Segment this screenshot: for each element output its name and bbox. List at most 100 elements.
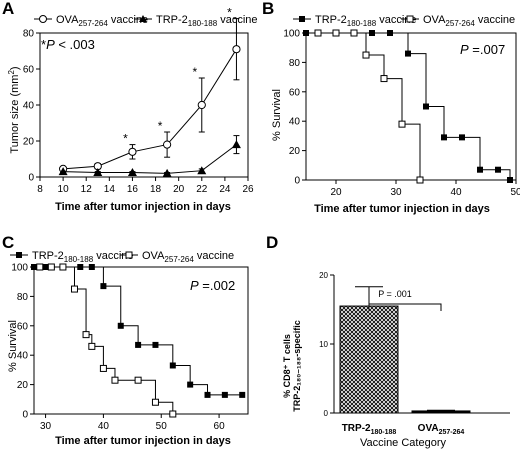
c-y-tick-label-1: 20 xyxy=(17,380,29,391)
b-y-tick-label-3: 60 xyxy=(289,87,301,98)
d-y-tick-label-2: 20 xyxy=(319,271,328,280)
panel-d-x-axis-title: Vaccine Category xyxy=(360,437,447,449)
b-trp-point-9 xyxy=(459,134,465,141)
b-plot-frame xyxy=(305,32,517,181)
c-series-ova-line xyxy=(39,266,174,414)
c-x-tick-label-3: 60 xyxy=(214,421,226,432)
panel-c-x-axis-label: Time after tumor injection in days xyxy=(55,435,231,447)
c-y-tick-label-2: 40 xyxy=(17,351,29,362)
c-x-tick-label-1: 40 xyxy=(98,421,110,432)
c-plot-frame xyxy=(33,266,249,415)
panel-c-p-value: P =.002 xyxy=(190,278,235,293)
legend-a-ova-label: OVA257-264 vaccine xyxy=(56,14,148,28)
c-trp-point-6 xyxy=(117,322,124,329)
a-ova-point-3 xyxy=(163,140,172,149)
a-x-tick-label-2: 12 xyxy=(81,184,93,195)
b-y-tick-label-2: 40 xyxy=(289,117,301,128)
b-y-tick-label-1: 20 xyxy=(289,146,301,157)
a-ova-point-2 xyxy=(128,147,137,156)
c-trp-point-1 xyxy=(42,264,49,270)
a-x-tick-label-6: 20 xyxy=(173,184,185,195)
c-trp-point-8 xyxy=(152,341,159,348)
b-ova-point-4 xyxy=(380,75,388,83)
c-trp-point-0 xyxy=(31,264,37,270)
b-trp-point-8 xyxy=(441,134,447,141)
b-ova-point-3 xyxy=(362,51,370,59)
c-trp-point-4 xyxy=(88,264,95,270)
b-trp-point-5 xyxy=(387,30,393,36)
legend-c-ova-label: OVA257-264 vaccine xyxy=(142,250,234,264)
c-trp-point-11 xyxy=(204,391,211,398)
c-y-tick-label-0: 0 xyxy=(22,410,28,421)
panel-a-p-annotation: *P < .003 xyxy=(41,37,95,52)
c-trp-point-13 xyxy=(239,391,246,398)
a-y-tick-label-1: 20 xyxy=(23,137,35,148)
b-ova-point-6 xyxy=(416,176,424,184)
panel-b-legend: TRP-2180-188 vaccine OVA257-264 vaccine xyxy=(293,14,515,28)
panel-d-y-axis-label-line2: TRP-2₁₈₀₋₁₈₈-specific xyxy=(292,320,302,411)
a-significance-star-0: * xyxy=(123,132,128,146)
legend-b-trp-label: TRP-2180-188 vaccine xyxy=(315,14,417,28)
a-ova-point-5 xyxy=(232,45,241,54)
legend-c-ova-marker xyxy=(125,251,133,259)
a-significance-star-3: * xyxy=(227,6,232,20)
panel-d-p-value: P = .001 xyxy=(378,289,412,299)
panel-d-bar-chart: % CD8⁺ T cells TRP-2₁₈₀₋₁₈₈-specific P =… xyxy=(282,271,510,449)
b-ova-point-1 xyxy=(332,29,340,37)
b-series-ova-line xyxy=(318,32,421,180)
b-x-tick-label-1: 30 xyxy=(390,187,402,198)
b-y-tick-label-4: 80 xyxy=(289,58,301,69)
a-x-tick-label-3: 14 xyxy=(104,184,116,195)
c-trp-point-12 xyxy=(221,391,228,398)
d-category-label-1: OVA257-264 xyxy=(418,423,465,436)
a-x-tick-label-1: 10 xyxy=(58,184,70,195)
a-x-tick-label-7: 22 xyxy=(196,184,208,195)
b-x-tick-label-0: 20 xyxy=(330,187,342,198)
c-y-tick-label-4: 80 xyxy=(17,292,29,303)
c-x-tick-label-0: 30 xyxy=(40,421,52,432)
panel-c-legend: TRP-2180-188 vaccine OVA257-264 vaccine xyxy=(10,250,234,264)
c-ova-point-1 xyxy=(47,263,55,271)
a-x-tick-label-0: 8 xyxy=(37,184,43,195)
c-ova-point-2 xyxy=(59,263,67,271)
a-x-tick-label-8: 24 xyxy=(219,184,231,195)
legend-b-trp-marker xyxy=(299,16,305,22)
c-trp-point-9 xyxy=(169,362,176,369)
panel-b-survival-chart: TRP-2180-188 vaccine OVA257-264 vaccine … xyxy=(271,14,520,215)
legend-b-ova-label: OVA257-264 vaccine xyxy=(423,14,515,28)
panel-b-y-axis-label: % Survival xyxy=(271,89,283,141)
a-plot-frame xyxy=(39,32,249,178)
c-y-tick-label-5: 100 xyxy=(11,263,28,274)
b-ova-point-5 xyxy=(398,120,406,128)
d-category-label-0: TRP-2180-188 xyxy=(342,423,397,436)
legend-b-ova-marker xyxy=(406,15,414,23)
b-y-tick-label-5: 100 xyxy=(283,29,300,40)
a-significance-star-2: * xyxy=(192,65,197,79)
a-ova-point-4 xyxy=(197,100,206,110)
panel-letter-a: A xyxy=(2,0,14,18)
legend-c-trp-marker xyxy=(16,252,22,258)
a-significance-star-1: * xyxy=(158,119,163,133)
c-ova-point-8 xyxy=(134,376,142,384)
panel-letter-c: C xyxy=(2,233,14,252)
b-trp-point-0 xyxy=(303,30,309,36)
a-series-ova-line xyxy=(63,48,237,170)
d-y-tick-label-1: 10 xyxy=(319,340,328,349)
a-trp-point-0 xyxy=(58,167,68,176)
c-ova-point-5 xyxy=(88,342,96,350)
c-trp-point-10 xyxy=(187,381,194,388)
d-y-tick-label-0: 0 xyxy=(324,409,329,418)
c-ova-point-4 xyxy=(82,331,90,339)
panel-letter-b: B xyxy=(262,0,274,18)
legend-a-trp-marker xyxy=(139,15,147,22)
a-series-trp-line xyxy=(63,144,237,174)
b-ova-point-0 xyxy=(314,29,322,37)
c-ova-point-0 xyxy=(36,263,44,271)
panel-d-y-axis-label-line1: % CD8⁺ T cells xyxy=(282,334,292,398)
panel-a-y-axis-label: Tumor size (mm2) xyxy=(7,66,21,153)
a-trp-point-2 xyxy=(127,168,137,176)
c-trp-point-3 xyxy=(77,264,84,270)
a-trp-point-5 xyxy=(231,140,241,149)
c-ova-point-3 xyxy=(70,285,78,293)
d-significance-bracket xyxy=(368,303,442,311)
